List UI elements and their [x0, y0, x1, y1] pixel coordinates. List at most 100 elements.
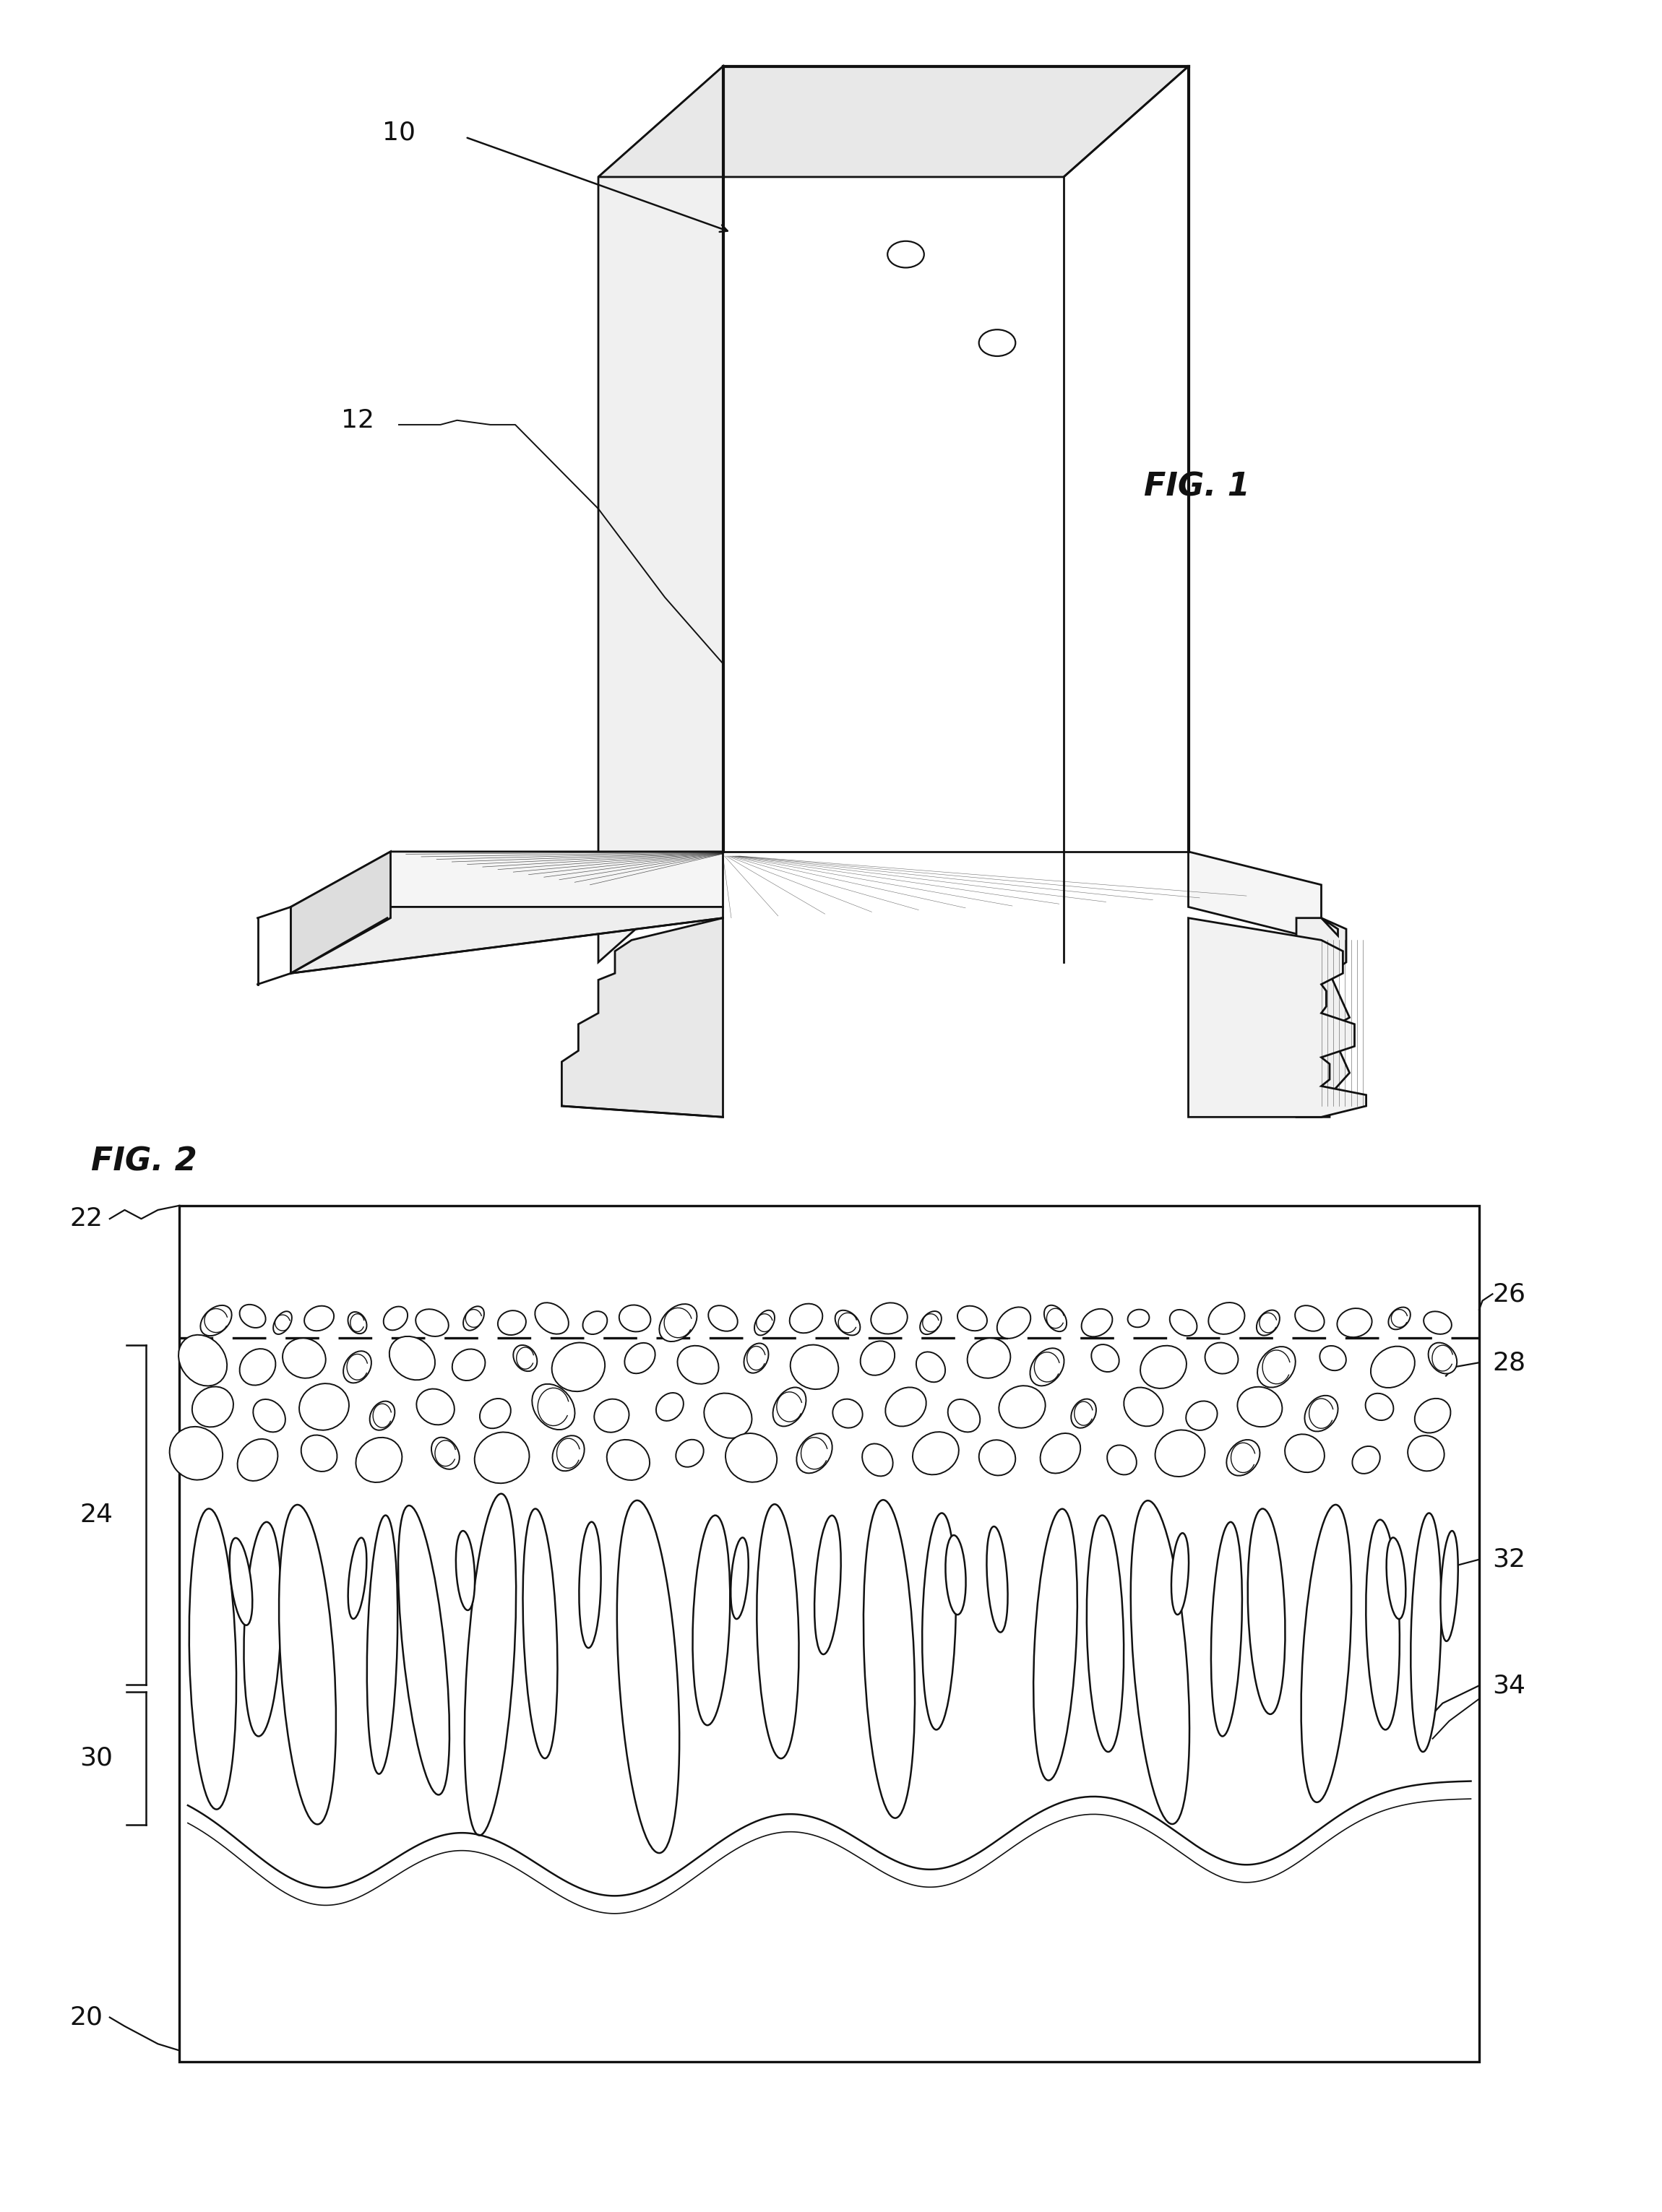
- Text: 28: 28: [1492, 1349, 1526, 1376]
- Ellipse shape: [524, 1509, 557, 1759]
- Ellipse shape: [552, 1343, 605, 1391]
- Ellipse shape: [1155, 1429, 1205, 1478]
- Ellipse shape: [283, 1338, 326, 1378]
- Text: 34: 34: [1492, 1672, 1526, 1699]
- Text: 30: 30: [80, 1745, 113, 1770]
- Ellipse shape: [389, 1336, 435, 1380]
- Ellipse shape: [1208, 1303, 1245, 1334]
- Ellipse shape: [201, 1305, 231, 1336]
- Ellipse shape: [1187, 1400, 1217, 1431]
- Ellipse shape: [676, 1440, 703, 1467]
- Ellipse shape: [595, 1398, 628, 1433]
- Ellipse shape: [745, 1343, 768, 1374]
- Ellipse shape: [1388, 1307, 1411, 1329]
- Ellipse shape: [921, 1312, 941, 1334]
- Ellipse shape: [301, 1436, 337, 1471]
- Ellipse shape: [814, 1515, 841, 1655]
- Text: 20: 20: [70, 2004, 103, 2031]
- Ellipse shape: [279, 1504, 336, 1825]
- Ellipse shape: [705, 1394, 751, 1438]
- Text: 26: 26: [1492, 1281, 1526, 1307]
- Ellipse shape: [189, 1509, 236, 1809]
- Text: FIG. 1: FIG. 1: [1143, 471, 1250, 502]
- Ellipse shape: [1238, 1387, 1281, 1427]
- Ellipse shape: [465, 1493, 515, 1836]
- Ellipse shape: [552, 1436, 585, 1471]
- Ellipse shape: [344, 1352, 371, 1382]
- Ellipse shape: [193, 1387, 233, 1427]
- Ellipse shape: [1107, 1444, 1137, 1475]
- Text: 22: 22: [70, 1206, 103, 1232]
- Text: FIG. 2: FIG. 2: [91, 1146, 198, 1177]
- Ellipse shape: [1227, 1440, 1260, 1475]
- Ellipse shape: [678, 1345, 718, 1385]
- Ellipse shape: [1030, 1347, 1064, 1387]
- Ellipse shape: [304, 1305, 334, 1332]
- Ellipse shape: [1124, 1387, 1163, 1427]
- Ellipse shape: [708, 1305, 738, 1332]
- Ellipse shape: [1301, 1504, 1351, 1803]
- Ellipse shape: [1295, 1305, 1325, 1332]
- Polygon shape: [1188, 852, 1321, 940]
- Ellipse shape: [656, 1394, 683, 1420]
- Ellipse shape: [1338, 1307, 1371, 1338]
- Ellipse shape: [464, 1307, 484, 1329]
- Text: 24: 24: [80, 1502, 113, 1526]
- Ellipse shape: [1082, 1310, 1112, 1336]
- Text: 10: 10: [382, 119, 416, 146]
- Ellipse shape: [625, 1343, 655, 1374]
- Text: 32: 32: [1492, 1546, 1526, 1573]
- Ellipse shape: [452, 1349, 485, 1380]
- Ellipse shape: [607, 1440, 650, 1480]
- Ellipse shape: [946, 1535, 966, 1615]
- Ellipse shape: [888, 241, 924, 268]
- Ellipse shape: [1140, 1345, 1187, 1389]
- Ellipse shape: [1411, 1513, 1441, 1752]
- Ellipse shape: [399, 1506, 449, 1794]
- Ellipse shape: [455, 1531, 475, 1610]
- Polygon shape: [291, 852, 723, 907]
- Ellipse shape: [1285, 1433, 1325, 1473]
- Ellipse shape: [1428, 1343, 1458, 1374]
- Ellipse shape: [347, 1537, 367, 1619]
- Ellipse shape: [886, 1387, 926, 1427]
- Ellipse shape: [916, 1352, 946, 1382]
- Ellipse shape: [617, 1500, 680, 1854]
- Ellipse shape: [239, 1305, 266, 1327]
- Ellipse shape: [475, 1431, 529, 1484]
- Ellipse shape: [1172, 1533, 1188, 1615]
- Ellipse shape: [997, 1307, 1030, 1338]
- Ellipse shape: [1248, 1509, 1285, 1714]
- Ellipse shape: [864, 1500, 914, 1818]
- Ellipse shape: [1320, 1345, 1346, 1371]
- Ellipse shape: [791, 1345, 838, 1389]
- Ellipse shape: [833, 1398, 863, 1429]
- Ellipse shape: [1130, 1500, 1190, 1825]
- Bar: [179, 1206, 1479, 2062]
- Ellipse shape: [347, 1312, 367, 1334]
- Polygon shape: [1321, 918, 1338, 936]
- Ellipse shape: [384, 1307, 407, 1329]
- Ellipse shape: [957, 1305, 987, 1332]
- Ellipse shape: [170, 1427, 223, 1480]
- Ellipse shape: [1087, 1515, 1124, 1752]
- Ellipse shape: [253, 1400, 286, 1431]
- Ellipse shape: [299, 1382, 349, 1431]
- Ellipse shape: [1205, 1343, 1238, 1374]
- Polygon shape: [598, 66, 1188, 177]
- Ellipse shape: [999, 1385, 1045, 1429]
- Ellipse shape: [693, 1515, 730, 1725]
- Ellipse shape: [987, 1526, 1007, 1632]
- Ellipse shape: [861, 1340, 894, 1376]
- Polygon shape: [1296, 918, 1350, 1117]
- Ellipse shape: [514, 1345, 537, 1371]
- Ellipse shape: [1441, 1531, 1458, 1641]
- Ellipse shape: [535, 1303, 568, 1334]
- Polygon shape: [291, 852, 391, 973]
- Ellipse shape: [532, 1385, 575, 1429]
- Ellipse shape: [755, 1310, 774, 1336]
- Ellipse shape: [417, 1389, 454, 1425]
- Ellipse shape: [1408, 1436, 1444, 1471]
- Ellipse shape: [229, 1537, 253, 1626]
- Ellipse shape: [967, 1338, 1010, 1378]
